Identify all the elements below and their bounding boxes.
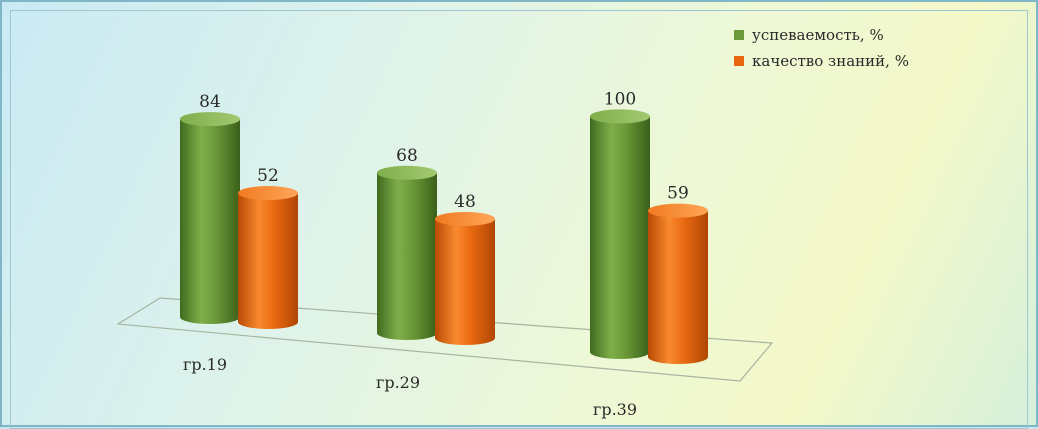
bar-body bbox=[238, 193, 298, 329]
bar-top bbox=[238, 186, 298, 201]
legend-item-series-1: успеваемость, % bbox=[734, 22, 909, 48]
legend-swatch-green bbox=[734, 30, 744, 40]
bar-uspevaemost-2 bbox=[377, 165, 437, 340]
bar-body bbox=[590, 116, 650, 360]
bar-top bbox=[648, 203, 708, 218]
bar-top bbox=[590, 109, 650, 124]
bar-body bbox=[377, 172, 437, 340]
bar-uspevaemost-3 bbox=[590, 109, 650, 360]
bar-top bbox=[180, 112, 240, 127]
category-label-1: гр.19 bbox=[183, 355, 227, 374]
bar-kachestvo-3 bbox=[648, 203, 708, 364]
chart-floor bbox=[116, 297, 774, 382]
bar-top bbox=[377, 165, 437, 180]
category-label-2: гр.29 bbox=[376, 373, 420, 392]
legend-label-series-1: успеваемость, % bbox=[752, 26, 884, 44]
category-label-3: гр.39 bbox=[593, 400, 637, 419]
bar-kachestvo-2 bbox=[435, 211, 495, 345]
data-label-uspevaemost-3: 100 bbox=[604, 89, 636, 109]
bar-body bbox=[180, 119, 240, 324]
data-label-uspevaemost-1: 84 bbox=[199, 92, 221, 112]
data-label-kachestvo-3: 59 bbox=[667, 184, 689, 204]
legend-swatch-orange bbox=[734, 56, 744, 66]
chart-legend: успеваемость, % качество знаний, % bbox=[734, 22, 909, 74]
legend-item-series-2: качество знаний, % bbox=[734, 48, 909, 74]
bar-kachestvo-1 bbox=[238, 186, 298, 329]
bar-uspevaemost-1 bbox=[180, 112, 240, 324]
legend-label-series-2: качество знаний, % bbox=[752, 52, 909, 70]
bar-body bbox=[648, 210, 708, 364]
data-label-kachestvo-2: 48 bbox=[454, 192, 476, 212]
bar-body bbox=[435, 218, 495, 345]
data-label-uspevaemost-2: 68 bbox=[396, 146, 418, 166]
data-label-kachestvo-1: 52 bbox=[257, 166, 279, 186]
bar-top bbox=[435, 211, 495, 226]
